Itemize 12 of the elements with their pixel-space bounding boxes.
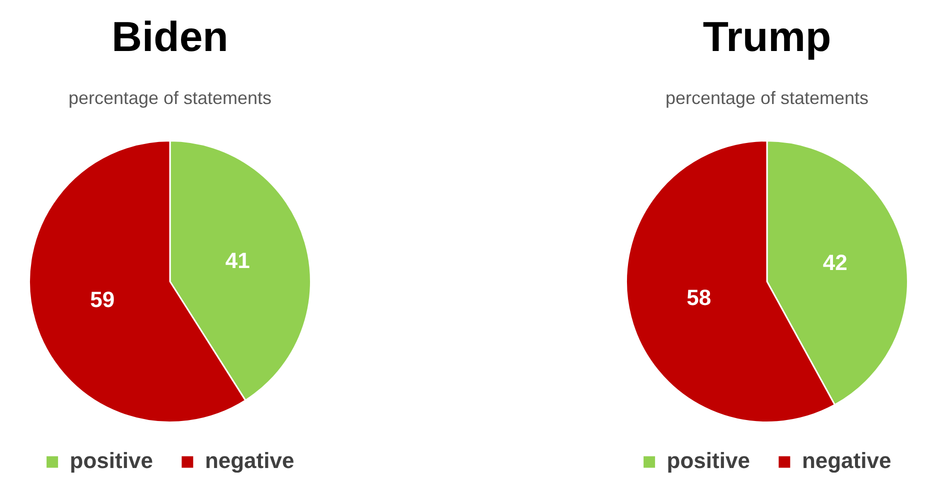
legend-label: negative <box>204 448 294 474</box>
data-label: 42 <box>822 250 848 276</box>
data-label: 41 <box>225 248 250 273</box>
legend-label: negative <box>802 448 892 474</box>
chart-title: Biden <box>112 12 228 60</box>
chart-subtitle: percentage of statements <box>665 88 869 108</box>
data-label: 58 <box>686 285 712 310</box>
chart-title: Trump <box>702 12 832 60</box>
data-label: 59 <box>90 287 115 312</box>
chart-subtitle: percentage of statements <box>68 88 272 108</box>
legend-label: positive <box>70 448 153 474</box>
legend-label: positive <box>666 448 750 474</box>
